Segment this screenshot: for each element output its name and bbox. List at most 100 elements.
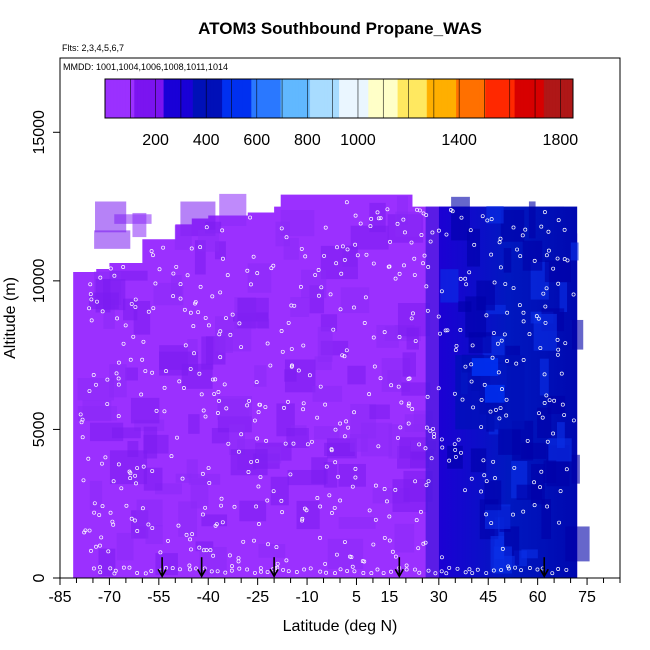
sample-point bbox=[281, 567, 286, 572]
sample-point bbox=[229, 568, 234, 573]
y-tick-label: 15000 bbox=[31, 110, 48, 155]
sample-point bbox=[387, 538, 392, 543]
x-axis: -85 -70 -55 -40 -25 -10 5 15 30 45 60 75 bbox=[48, 578, 621, 606]
sample-point bbox=[378, 216, 383, 221]
sample-point bbox=[401, 217, 406, 222]
sample-point bbox=[302, 506, 307, 511]
colorbar-swatch bbox=[564, 79, 568, 118]
sample-point bbox=[463, 488, 467, 493]
colorbar-swatch bbox=[441, 79, 445, 118]
sample-point bbox=[283, 441, 288, 446]
sample-point bbox=[301, 407, 306, 412]
sample-point bbox=[521, 509, 526, 514]
x-tick-label: 75 bbox=[578, 589, 596, 606]
sample-point bbox=[315, 496, 320, 500]
sample-point bbox=[140, 357, 145, 362]
sample-point bbox=[194, 566, 198, 571]
sample-point bbox=[246, 470, 251, 474]
heatmap-cell bbox=[89, 480, 103, 510]
sample-point bbox=[303, 254, 308, 259]
colorbar-swatch bbox=[125, 79, 129, 118]
heatmap-cell bbox=[188, 473, 221, 485]
sample-point bbox=[301, 343, 306, 348]
heatmap-cell bbox=[214, 241, 226, 260]
sample-point bbox=[503, 282, 508, 287]
colorbar-swatch bbox=[479, 79, 483, 118]
heatmap-cell bbox=[127, 441, 139, 458]
colorbar-swatch bbox=[397, 79, 428, 118]
sample-point bbox=[456, 437, 461, 442]
sample-point bbox=[284, 235, 289, 240]
sample-point bbox=[237, 566, 242, 571]
colorbar-swatch bbox=[233, 79, 238, 118]
sample-point bbox=[506, 566, 511, 571]
sample-point bbox=[537, 411, 541, 416]
colorbar-swatch bbox=[113, 79, 118, 118]
sample-point bbox=[333, 460, 338, 465]
x-tick-label: -10 bbox=[295, 589, 318, 606]
sample-point bbox=[89, 318, 94, 323]
sample-point bbox=[564, 467, 569, 472]
sample-point bbox=[397, 335, 402, 339]
heatmap-cell bbox=[404, 414, 429, 432]
sample-point bbox=[108, 266, 113, 271]
heatmap-cell bbox=[187, 339, 198, 363]
sample-point bbox=[484, 479, 489, 484]
colorbar-swatch bbox=[526, 79, 530, 118]
sample-point bbox=[97, 543, 102, 548]
colorbar-swatch bbox=[333, 79, 337, 118]
colorbar-swatch bbox=[453, 79, 457, 118]
colorbar-swatch bbox=[315, 79, 319, 118]
colorbar-swatch bbox=[377, 79, 381, 118]
sample-point bbox=[479, 397, 484, 402]
colorbar-swatch bbox=[350, 79, 355, 118]
colorbar-swatch bbox=[151, 79, 156, 118]
sample-point bbox=[436, 228, 441, 233]
sample-point bbox=[230, 564, 234, 569]
sample-point bbox=[92, 501, 97, 506]
sample-point bbox=[439, 555, 444, 560]
sample-point bbox=[204, 548, 209, 553]
heatmap-cell bbox=[395, 211, 422, 237]
sample-point bbox=[350, 484, 355, 489]
colorbar-swatch bbox=[444, 79, 448, 118]
y-axis-label: Altitude (m) bbox=[2, 277, 19, 359]
sample-point bbox=[296, 368, 301, 373]
sample-point bbox=[141, 339, 146, 344]
sample-point bbox=[307, 373, 312, 378]
sample-point bbox=[135, 571, 140, 575]
y-tick-label: 10000 bbox=[31, 259, 48, 304]
colorbar-tick-label: 200 bbox=[142, 132, 169, 149]
colorbar-swatch bbox=[166, 79, 170, 118]
heatmap-cell bbox=[349, 433, 368, 452]
sample-point bbox=[411, 311, 415, 316]
sample-point bbox=[338, 307, 343, 312]
sample-point bbox=[219, 496, 224, 501]
sample-point bbox=[258, 566, 263, 571]
sample-point bbox=[100, 461, 104, 466]
colorbar-swatch bbox=[210, 79, 214, 118]
flight-arrow-head bbox=[196, 568, 207, 578]
colorbar-swatch bbox=[198, 79, 202, 118]
colorbar-swatch bbox=[540, 79, 545, 118]
sample-point bbox=[100, 504, 105, 509]
sample-point bbox=[546, 248, 551, 253]
sample-point bbox=[467, 567, 472, 572]
colorbar-swatch bbox=[251, 79, 281, 118]
colorbar-swatch bbox=[426, 79, 457, 118]
colorbar-swatch bbox=[456, 79, 486, 118]
heatmap-cell bbox=[275, 221, 290, 247]
sample-point bbox=[353, 242, 358, 247]
sample-point bbox=[514, 361, 519, 366]
sample-point bbox=[134, 481, 138, 486]
colorbar bbox=[104, 78, 574, 119]
sample-point bbox=[527, 332, 532, 337]
sample-point bbox=[133, 305, 138, 309]
heatmap-cell bbox=[544, 260, 571, 283]
sample-point bbox=[517, 303, 522, 308]
sample-point bbox=[542, 401, 547, 405]
heatmap-cell bbox=[286, 428, 309, 448]
sample-point bbox=[386, 264, 391, 269]
sample-point bbox=[239, 345, 244, 349]
sample-point bbox=[425, 308, 430, 313]
